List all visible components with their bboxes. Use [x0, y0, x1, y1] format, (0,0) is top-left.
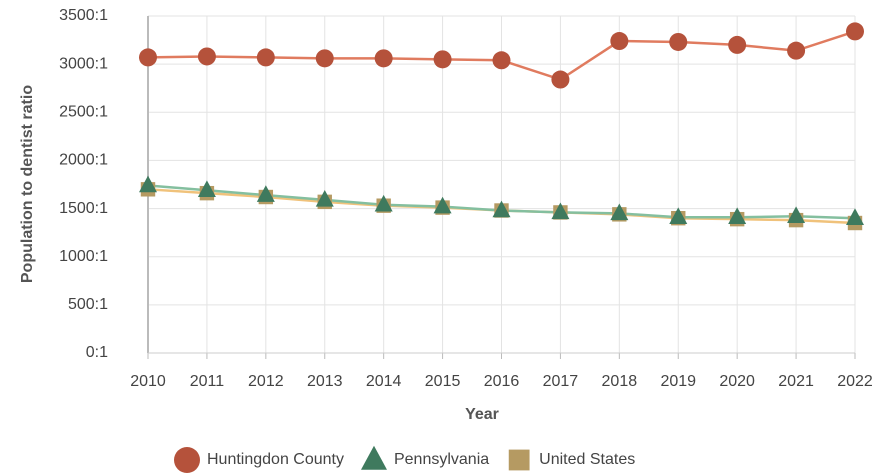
y-tick-label: 0:1 — [86, 344, 108, 361]
legend-label: Pennsylvania — [394, 451, 489, 468]
data-point — [197, 180, 216, 198]
x-tick-label: 2019 — [660, 373, 696, 390]
legend-label: Huntingdon County — [207, 451, 344, 468]
data-point — [315, 190, 334, 207]
data-point — [610, 32, 629, 51]
data-point — [669, 207, 688, 224]
y-tick-label: 500:1 — [68, 296, 108, 313]
data-point — [433, 196, 452, 214]
x-tick-label: 2011 — [190, 373, 225, 390]
x-tick-label: 2022 — [837, 373, 873, 390]
y-tick-label: 1500:1 — [59, 200, 108, 217]
data-point — [256, 185, 275, 202]
x-tick-label: 2014 — [366, 373, 402, 390]
legend-marker — [508, 449, 530, 471]
data-point — [846, 208, 864, 225]
y-tick-label: 3000:1 — [59, 55, 108, 72]
x-tick-label: 2018 — [602, 373, 638, 390]
y-tick-label: 2000:1 — [59, 152, 108, 169]
legend-label: United States — [539, 451, 635, 468]
legend-marker — [360, 445, 387, 470]
data-point — [787, 41, 806, 60]
data-point — [610, 203, 629, 221]
data-point — [492, 200, 511, 218]
x-tick-label: 2010 — [130, 373, 166, 390]
x-tick-label: 2015 — [425, 373, 461, 390]
data-point — [139, 175, 157, 193]
data-point — [728, 35, 747, 54]
data-point — [139, 48, 157, 67]
data-point — [197, 47, 216, 66]
data-point — [374, 194, 393, 212]
x-tick-label: 2021 — [778, 373, 814, 390]
data-point — [551, 202, 570, 220]
data-point — [669, 32, 688, 51]
y-tick-label: 3500:1 — [59, 7, 108, 24]
x-tick-label: 2017 — [543, 373, 579, 390]
data-point — [728, 207, 747, 224]
y-axis-title: Population to dentist ratio — [19, 85, 36, 283]
data-point — [551, 70, 570, 89]
data-point — [374, 49, 393, 68]
x-tick-label: 2012 — [248, 373, 284, 390]
x-tick-label: 2013 — [307, 373, 343, 390]
data-point — [846, 22, 864, 41]
y-tick-label: 2500:1 — [59, 104, 108, 121]
data-point — [492, 51, 511, 70]
x-tick-label: 2016 — [484, 373, 520, 390]
x-tick-label: 2020 — [719, 373, 755, 390]
legend-marker — [174, 447, 200, 473]
data-point — [433, 50, 452, 69]
data-point — [256, 48, 275, 67]
data-point — [787, 206, 806, 224]
data-point — [315, 49, 334, 68]
x-axis-title: Year — [465, 406, 499, 423]
y-tick-label: 1000:1 — [59, 248, 108, 265]
